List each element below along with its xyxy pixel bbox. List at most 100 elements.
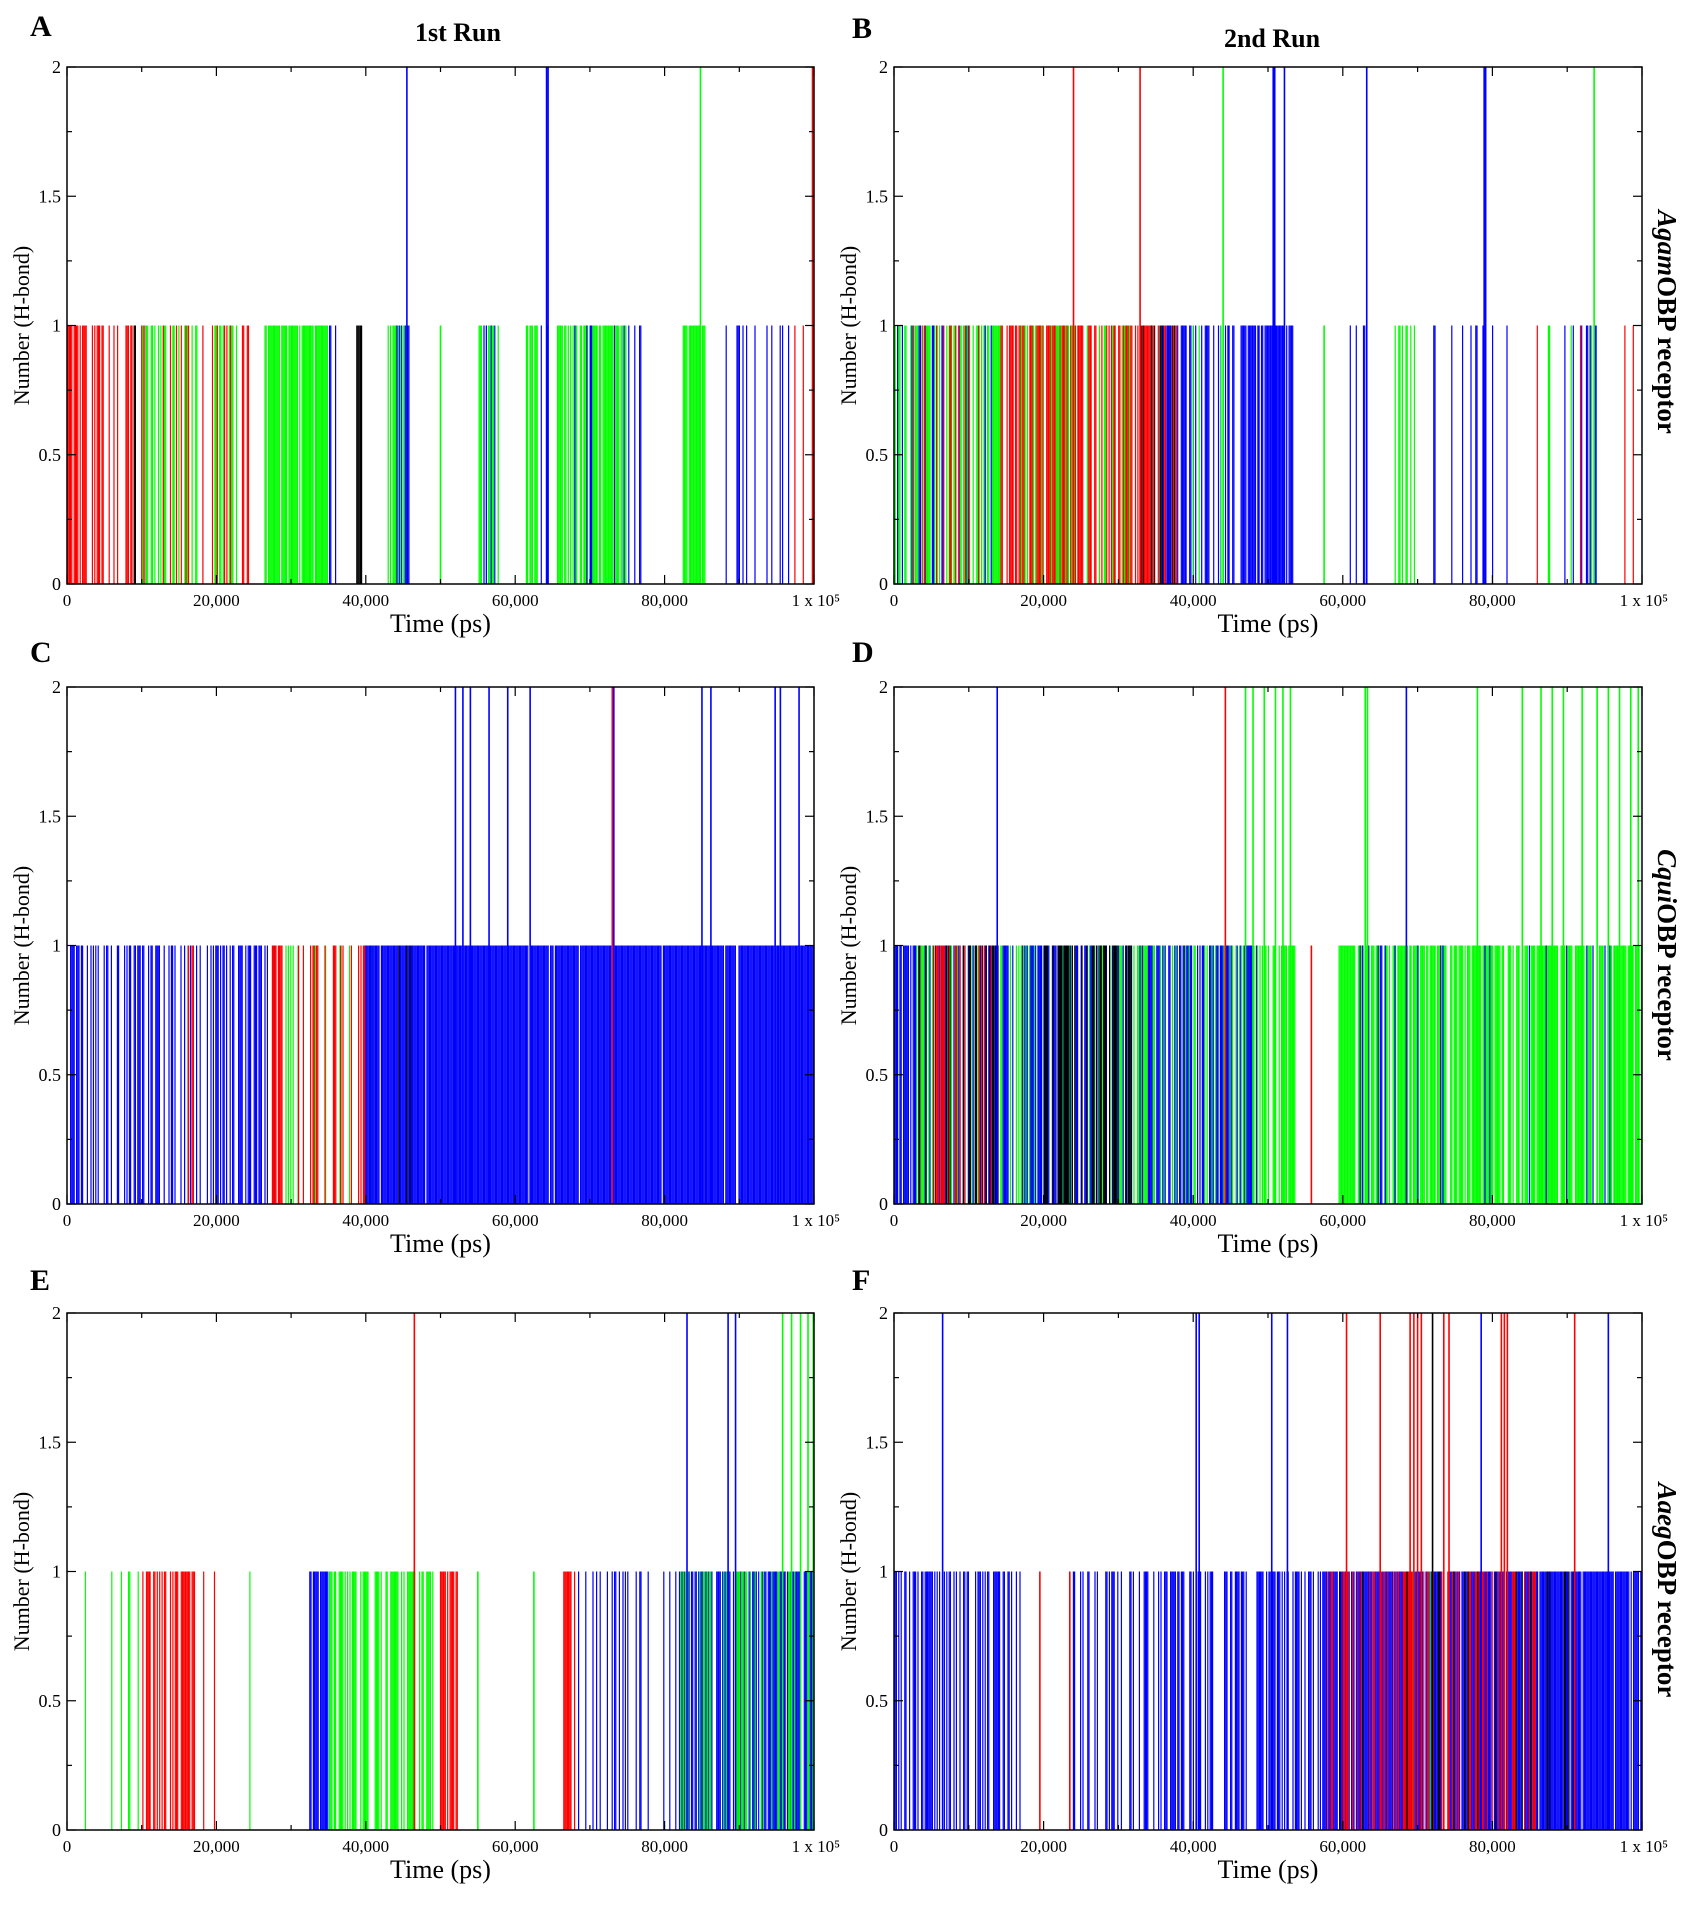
panel-a-y-axis-label: Number (H-bond): [9, 246, 34, 405]
row-label-agam: AgamOBP receptor: [1652, 208, 1682, 434]
panel-e-band-red: [563, 1571, 576, 1830]
panel-e-y-tick-label: 1.5: [39, 1432, 62, 1452]
panel-c-band-red: [271, 945, 283, 1204]
panel-b-band-red: [913, 325, 980, 584]
panel-f-x-tick-label: 0: [890, 1837, 899, 1856]
panel-c-band-red: [298, 945, 367, 1204]
panel-e-chart: 0 20,000 40,000 60,000 80,000 1 x 10⁵ 0 0.5 1 1.5…: [9, 1303, 840, 1884]
panel-a-band-red: [141, 325, 232, 584]
panel-a-band-blue: [483, 325, 496, 584]
panel-f-y-tick-label: 0: [879, 1820, 888, 1840]
panel-d-x-tick-label: 40,000: [1170, 1211, 1217, 1230]
panel-a-band-black: [356, 325, 363, 584]
row-label-aaeg-rest: OBP receptor: [1652, 1540, 1682, 1698]
panel-b-x-tick-label: 0: [890, 591, 899, 610]
panel-b-band-blue: [1433, 325, 1508, 584]
panel-e-hbond-traces: [84, 1313, 814, 1830]
panel-b-band-green: [998, 325, 1131, 584]
panel-a-x-tick-label: 40,000: [342, 591, 389, 610]
panel-c-x-tick-label: 80,000: [641, 1211, 688, 1230]
panel-e-x-tick-label: 20,000: [193, 1837, 240, 1856]
panel-b-band-green: [1394, 325, 1416, 584]
panel-c-band-red: [188, 945, 194, 1204]
panel-d-y-axis-label: Number (H-bond): [836, 866, 861, 1025]
panel-f-x-tick-label: 80,000: [1469, 1837, 1516, 1856]
panel-a-band-blue: [725, 325, 790, 584]
panel-f-letter: F: [852, 1264, 870, 1297]
panel-c-x-tick-label: 20,000: [193, 1211, 240, 1230]
panel-a-band-blue: [574, 325, 642, 584]
panel-a-y-tick-label: 1.5: [39, 186, 62, 206]
panel-a-band-green: [387, 325, 408, 584]
panel-e-x-tick-label: 60,000: [492, 1837, 539, 1856]
panel-a-x-tick-label: 1 x 10⁵: [792, 591, 841, 610]
panel-c-letter: C: [30, 636, 52, 669]
panel-b-y-tick-label: 0: [879, 574, 888, 594]
panel-a-x-tick-label: 60,000: [492, 591, 539, 610]
panel-e-letter: E: [30, 1264, 50, 1297]
panel-d-y-tick-label: 2: [879, 677, 888, 697]
panel-b-band-green: [1192, 325, 1222, 584]
panel-d-band-black: [1044, 945, 1132, 1204]
row-label-aaeg: AaegOBP receptor: [1652, 1481, 1682, 1698]
panel-f-x-tick-label: 40,000: [1170, 1837, 1217, 1856]
panel-e-y-tick-label: 2: [52, 1303, 61, 1323]
panel-d-letter: D: [852, 636, 874, 669]
panel-e-y-tick-label: 1: [52, 1562, 61, 1582]
panel-a-band-blue: [329, 325, 337, 584]
panel-b-x-tick-label: 1 x 10⁵: [1620, 591, 1669, 610]
panel-d-x-tick-label: 0: [890, 1211, 899, 1230]
panel-f-x-axis-label: Time (ps): [1218, 1855, 1319, 1884]
panel-e-band-green: [329, 1571, 434, 1830]
panel-e-x-tick-label: 40,000: [342, 1837, 389, 1856]
panel-f-y-tick-label: 1.5: [866, 1432, 889, 1452]
panel-c-y-tick-label: 2: [52, 677, 61, 697]
panel-e-band-red: [142, 1571, 196, 1830]
panel-f-x-tick-label: 1 x 10⁵: [1620, 1837, 1669, 1856]
row-label-cqui-rest: OBP receptor: [1652, 903, 1682, 1061]
panel-a-band-blue: [396, 325, 410, 584]
panel-e-x-tick-label: 1 x 10⁵: [792, 1837, 841, 1856]
panel-a-y-tick-label: 2: [52, 57, 61, 77]
panel-c-y-axis-label: Number (H-bond): [9, 866, 34, 1025]
row-label-agam-rest: OBP receptor: [1652, 276, 1682, 434]
panel-e-band-green: [680, 1571, 810, 1830]
panel-f-y-axis-label: Number (H-bond): [836, 1492, 861, 1651]
row-label-agam-italic: Agam: [1652, 208, 1682, 276]
panel-a-band-red: [91, 325, 135, 584]
panel-d-hbond-traces: [894, 687, 1642, 1204]
panel-b-x-tick-label: 60,000: [1319, 591, 1366, 610]
panel-d-x-axis-label: Time (ps): [1218, 1229, 1319, 1258]
panel-a-hbond-traces: [67, 67, 814, 584]
panel-e-y-tick-label: 0: [52, 1820, 61, 1840]
panel-f-y-tick-label: 2: [879, 1303, 888, 1323]
panel-e-band-red: [439, 1571, 458, 1830]
panel-d-x-tick-label: 80,000: [1469, 1211, 1516, 1230]
panel-b-letter: B: [852, 12, 872, 45]
panel-a-band-green: [682, 325, 706, 584]
panel-e-band-blue: [309, 1571, 329, 1830]
panel-b-y-tick-label: 2: [879, 57, 888, 77]
panel-e-y-tick-label: 0.5: [39, 1691, 62, 1711]
panel-b-y-axis-label: Number (H-bond): [836, 246, 861, 405]
column-title-1st-run: 1st Run: [415, 18, 502, 47]
panel-a-y-tick-label: 0.5: [39, 445, 62, 465]
panel-a-x-tick-label: 80,000: [641, 591, 688, 610]
row-label-cqui: CquiOBP receptor: [1652, 849, 1682, 1061]
panel-e-x-tick-label: 0: [63, 1837, 72, 1856]
panel-f-band-blue: [894, 1571, 1021, 1830]
panel-d-x-tick-label: 1 x 10⁵: [1620, 1211, 1669, 1230]
panel-d-band-blue: [894, 945, 1246, 1204]
panel-c-x-tick-label: 40,000: [342, 1211, 389, 1230]
panel-d-chart: 0 20,000 40,000 60,000 80,000 1 x 10⁵ 0 0.5 1 1.5…: [836, 677, 1668, 1258]
panel-a-letter: A: [30, 10, 52, 43]
panel-c-y-tick-label: 0: [52, 1194, 61, 1214]
panel-a-x-axis-label: Time (ps): [390, 609, 491, 638]
panel-c-x-tick-label: 1 x 10⁵: [792, 1211, 841, 1230]
row-label-cqui-italic: Cqui: [1652, 849, 1682, 904]
panel-b-y-tick-label: 1.5: [866, 186, 889, 206]
panel-c-y-tick-label: 1.5: [39, 806, 62, 826]
panel-c-y-tick-label: 0.5: [39, 1065, 62, 1085]
panel-b-hbond-traces: [894, 67, 1634, 584]
panel-b-y-tick-label: 0.5: [866, 445, 889, 465]
